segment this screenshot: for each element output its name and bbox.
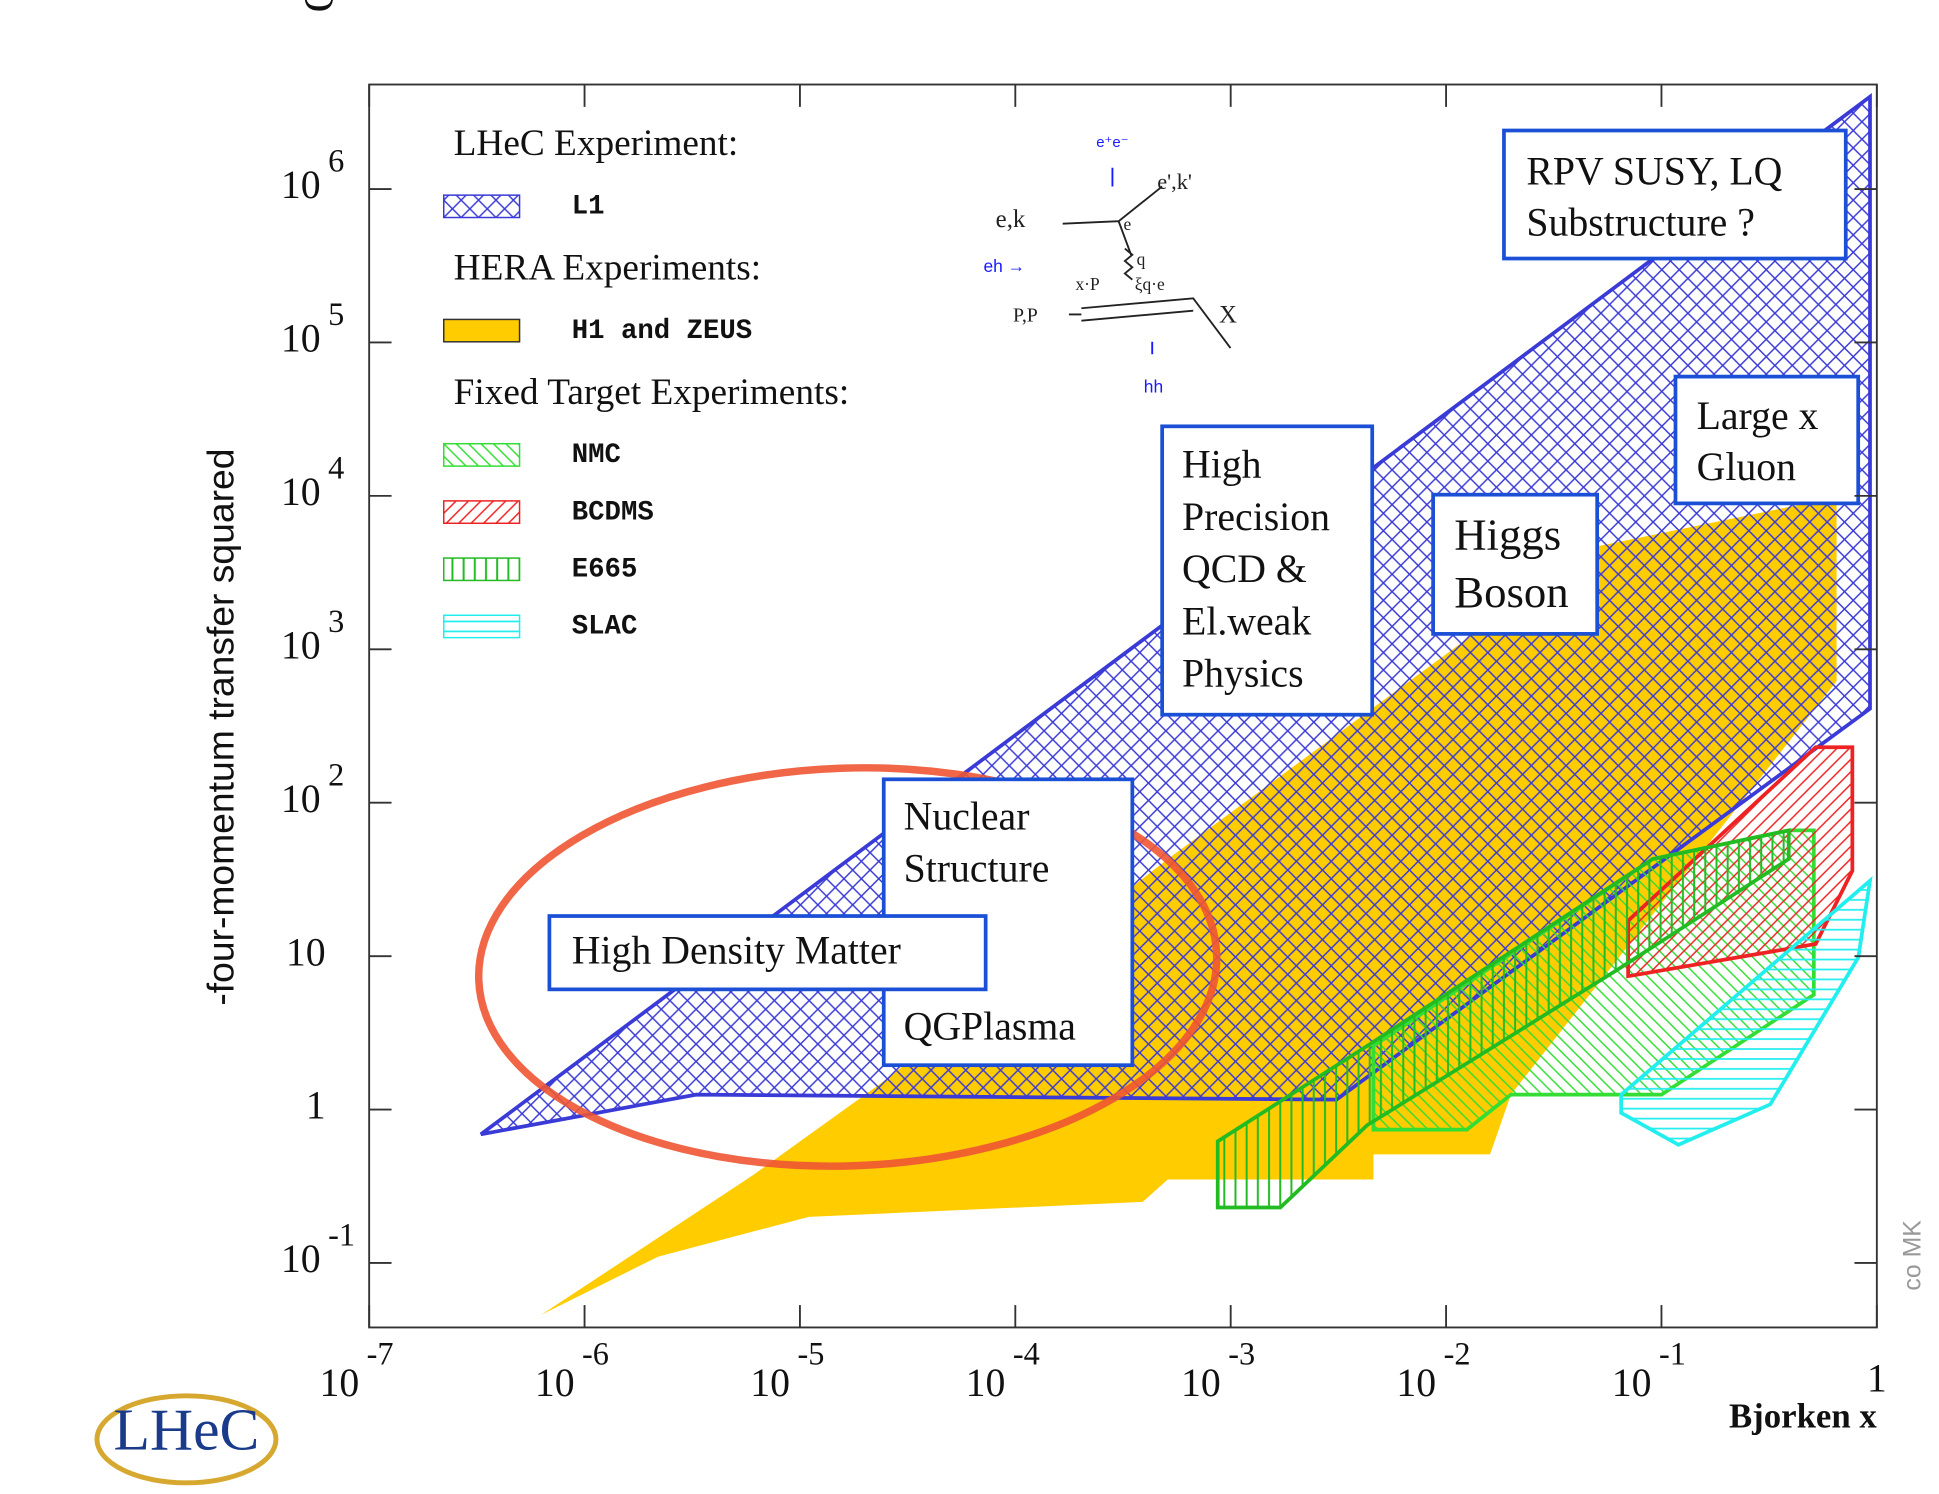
annotation-text: QGPlasma <box>904 1005 1077 1049</box>
x-tick-exponent: -5 <box>797 1336 824 1372</box>
annotation-text: High Density Matter <box>572 929 901 973</box>
annotation-text: QCD & <box>1182 547 1307 591</box>
y-tick-exponent: 6 <box>328 143 344 179</box>
legend-heading: HERA Experiments: <box>454 248 761 289</box>
x-tick-label: 10 <box>1612 1361 1652 1405</box>
inset-label: P,P <box>1013 305 1038 327</box>
credit: co MK <box>1900 1220 1927 1291</box>
logo: LHeC <box>114 1396 260 1462</box>
inset-label: ξq·e <box>1135 274 1165 294</box>
inset-label: e⁺e⁻ <box>1096 135 1128 151</box>
y-tick-exponent: 4 <box>328 449 344 485</box>
y-tick-exponent: -1 <box>328 1217 355 1253</box>
chart: RPV SUSY, LQ Substructure ? Large x Gluon Hi… <box>0 0 1939 1494</box>
inset-label: e <box>1123 214 1131 234</box>
inset-label: eh → <box>984 256 1026 276</box>
legend-swatch <box>444 501 520 523</box>
legend-label: BCDMS <box>572 497 654 528</box>
x-tick-exponent: -3 <box>1228 1336 1255 1372</box>
y-axis-label-2: -four-momentum transfer squared <box>200 449 242 1006</box>
inset-label: x·P <box>1075 274 1099 294</box>
y-tick-label: 10 <box>286 930 326 974</box>
legend-swatch <box>444 319 520 341</box>
annotation-text: Gluon <box>1697 445 1797 489</box>
x-tick-label: 10 <box>535 1361 575 1405</box>
x-tick-exponent: -1 <box>1659 1336 1686 1372</box>
x-tick-label: 10 <box>750 1361 790 1405</box>
annotation-text: High <box>1182 443 1262 487</box>
y-tick-label: 10 <box>281 317 321 361</box>
legend-label: E665 <box>572 554 638 585</box>
annotation-text: Boson <box>1454 567 1568 617</box>
legend-swatch <box>444 615 520 637</box>
y-tick-label: 10 <box>281 623 321 667</box>
x-tick-label: 10 <box>1181 1361 1221 1405</box>
y-tick-exponent: 5 <box>328 296 344 332</box>
annotation-text: RPV SUSY, LQ <box>1526 149 1782 193</box>
x-tick-exponent: -4 <box>1013 1336 1040 1372</box>
annotation-text: Physics <box>1182 652 1304 696</box>
annotation-text: El.weak <box>1182 599 1311 643</box>
y-tick-label: 10 <box>281 163 321 207</box>
legend-swatch <box>444 444 520 466</box>
x-tick-label: 10 <box>966 1361 1006 1405</box>
inset-label: e,k <box>996 206 1026 233</box>
annotation-text: Large x <box>1697 394 1819 438</box>
legend-label: NMC <box>572 440 621 471</box>
x-tick-exponent: -7 <box>367 1336 394 1372</box>
annotation-text: Higgs <box>1454 510 1561 560</box>
x-tick-label: 10 <box>319 1361 359 1405</box>
inset-label: hh <box>1144 376 1163 396</box>
legend-label: H1 and ZEUS <box>572 316 752 347</box>
legend-swatch <box>444 558 520 580</box>
inset-label: q <box>1137 249 1146 269</box>
legend-heading: LHeC Experiment: <box>454 123 739 164</box>
y-tick-label: 10 <box>281 470 321 514</box>
annotation-text: Substructure ? <box>1526 200 1755 244</box>
annotation-text: Precision <box>1182 495 1330 539</box>
y-tick-exponent: 2 <box>328 756 344 792</box>
y-axis-label: Q² / GeV² <box>296 0 343 12</box>
y-tick-label: 10 <box>281 1237 321 1281</box>
inset-label: e',k' <box>1157 169 1192 194</box>
x-tick-exponent: -2 <box>1444 1336 1471 1372</box>
x-tick-exponent: -6 <box>582 1336 609 1372</box>
legend-label: L1 <box>572 192 605 223</box>
y-tick-label: 1 <box>306 1084 326 1128</box>
annotation-text: Nuclear <box>904 794 1030 838</box>
annotation-text: Structure <box>904 847 1050 891</box>
x-axis-label: Bjorken x <box>1729 1396 1877 1435</box>
y-tick-exponent: 3 <box>328 603 344 639</box>
y-tick-label: 10 <box>281 777 321 821</box>
page: {"chart_data": { "type": "region", "xlab… <box>0 0 1939 1494</box>
legend-swatch <box>444 195 520 217</box>
legend-heading: Fixed Target Experiments: <box>454 372 850 413</box>
inset-label: X <box>1219 302 1237 329</box>
legend-label: SLAC <box>572 612 638 643</box>
x-tick-label: 1 <box>1867 1356 1887 1400</box>
x-tick-label: 10 <box>1396 1361 1436 1405</box>
